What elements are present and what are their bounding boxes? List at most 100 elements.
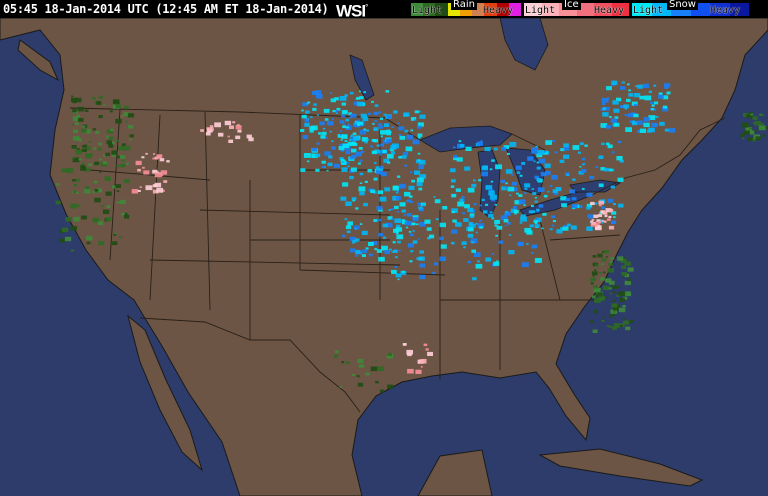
snow-echo (370, 145, 374, 148)
rain-echo (71, 145, 77, 149)
snow-echo (373, 128, 377, 131)
snow-echo (636, 120, 643, 125)
snow-echo (627, 83, 630, 86)
rain-echo (83, 144, 87, 148)
snow-echo (339, 134, 342, 136)
snow-echo (598, 155, 604, 159)
snow-echo (542, 212, 547, 216)
snow-echo (451, 193, 457, 198)
snow-echo (653, 108, 657, 111)
rain-echo (98, 115, 103, 118)
rain-echo (97, 221, 104, 225)
snow-echo (347, 165, 350, 168)
snow-echo (386, 129, 391, 133)
rain-echo (607, 268, 614, 273)
us-mexico-border (139, 317, 361, 413)
ice-echo (608, 208, 614, 212)
snow-echo (401, 155, 407, 159)
snow-echo (519, 221, 523, 224)
snow-echo (602, 112, 609, 117)
rain-echo (750, 138, 756, 142)
snow-echo (463, 218, 469, 222)
ice-echo (152, 169, 158, 174)
snow-echo (329, 130, 332, 133)
rain-echo (618, 291, 626, 296)
snow-echo (426, 227, 432, 231)
rain-echo (598, 296, 605, 301)
legend-ice-heavy: Heavy (594, 5, 625, 16)
snow-echo (383, 113, 387, 116)
snow-echo (315, 94, 323, 99)
snow-echo (484, 146, 491, 152)
snow-echo (364, 180, 368, 183)
snow-echo (391, 126, 394, 128)
snow-echo (398, 183, 406, 189)
snow-echo (359, 191, 365, 196)
snow-echo (581, 157, 586, 161)
rain-echo (612, 314, 616, 316)
snow-echo (639, 95, 645, 100)
snow-echo (358, 186, 366, 192)
rain-echo (113, 233, 117, 236)
snow-echo (653, 84, 657, 87)
snow-echo (418, 187, 423, 191)
snow-echo (417, 125, 422, 129)
rain-echo (71, 157, 75, 159)
snow-echo (396, 211, 400, 213)
snow-echo (387, 216, 393, 220)
rain-echo (55, 200, 61, 205)
snow-echo (410, 129, 413, 132)
snow-echo (408, 231, 412, 233)
snow-echo (465, 146, 472, 151)
snow-echo (648, 115, 656, 120)
snow-echo (387, 161, 391, 164)
snow-echo (331, 146, 336, 150)
snow-echo (346, 126, 349, 129)
snow-echo (341, 110, 348, 115)
rain-echo (94, 197, 101, 203)
rain-echo (608, 325, 612, 328)
snow-echo (350, 113, 357, 118)
ice-echo (154, 172, 162, 178)
rain-echo (606, 296, 609, 298)
rain-echo (621, 272, 627, 276)
snow-echo (409, 260, 413, 263)
snow-echo (386, 115, 392, 119)
ice-echo (145, 185, 153, 191)
rain-echo (760, 113, 764, 117)
snow-echo (565, 199, 568, 202)
rain-echo (622, 296, 628, 300)
snow-echo (644, 95, 652, 101)
snow-echo (463, 246, 466, 249)
snow-echo (613, 203, 616, 206)
snow-echo (544, 163, 551, 168)
snow-echo (511, 174, 514, 176)
snow-echo (302, 102, 308, 107)
ice-echo (214, 122, 221, 128)
snow-echo (500, 179, 506, 184)
rain-echo (603, 316, 606, 318)
legend-ice-bar (524, 3, 629, 16)
snow-echo (516, 192, 519, 195)
snow-echo (433, 262, 439, 266)
snow-echo (552, 189, 559, 194)
rain-echo (84, 129, 91, 134)
snow-echo (379, 117, 384, 120)
rain-echo (65, 217, 72, 222)
snow-echo (412, 217, 419, 222)
snow-echo (373, 177, 378, 181)
snow-echo (605, 125, 611, 129)
rain-echo (88, 141, 92, 143)
ice-echo (423, 343, 428, 347)
snow-echo (531, 244, 538, 249)
snow-echo (628, 89, 631, 92)
snow-echo (505, 169, 513, 174)
snow-echo (602, 107, 607, 110)
snow-echo (362, 117, 369, 122)
snow-echo (618, 203, 624, 208)
ice-echo (145, 152, 148, 155)
ice-echo (402, 343, 407, 346)
rain-echo (624, 280, 631, 286)
snow-echo (424, 219, 431, 224)
snow-echo (586, 192, 593, 197)
